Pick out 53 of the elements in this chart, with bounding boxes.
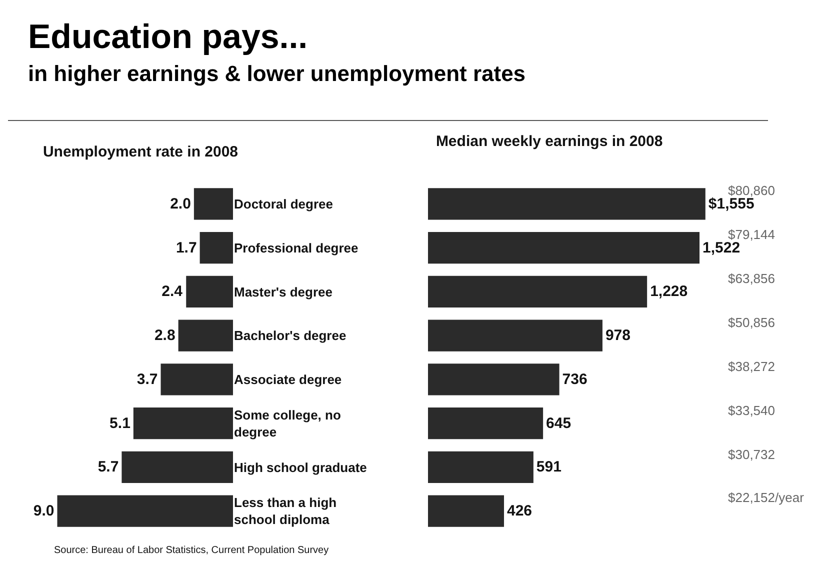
data-label: 736 bbox=[562, 370, 588, 388]
data-label: 1,522 bbox=[702, 239, 740, 256]
bar bbox=[428, 408, 544, 440]
bar bbox=[200, 232, 233, 264]
data-label: 978 bbox=[605, 327, 630, 344]
data-label: 645 bbox=[546, 414, 572, 432]
y-tick-label: Associate degree bbox=[234, 372, 342, 387]
x-axis-title: Unemployment rate in 2008 bbox=[42, 143, 238, 160]
source-note: Source: Bureau of Labor Statistics, Current Population Survey bbox=[54, 545, 329, 556]
data-label: 5.1 bbox=[110, 414, 130, 432]
bar bbox=[194, 188, 233, 220]
bar bbox=[428, 364, 560, 396]
data-label: 5.7 bbox=[98, 458, 119, 476]
data-label: 1,228 bbox=[650, 283, 688, 300]
text: $63,856 bbox=[728, 271, 775, 286]
data-label: 591 bbox=[536, 458, 562, 476]
y-tick-label: Professional degree bbox=[234, 240, 358, 256]
bar bbox=[428, 232, 700, 264]
bar bbox=[428, 276, 648, 308]
y-tick-label: Doctoral degree bbox=[234, 196, 333, 212]
text: $22,152/year bbox=[728, 490, 805, 505]
text: $79,144 bbox=[728, 227, 775, 242]
bar bbox=[160, 364, 233, 396]
bar bbox=[186, 276, 233, 308]
text: $38,272 bbox=[728, 359, 775, 374]
bar bbox=[133, 408, 233, 440]
data-label: 1.7 bbox=[176, 239, 197, 256]
bar bbox=[428, 188, 706, 220]
text: $50,856 bbox=[728, 315, 775, 330]
bar bbox=[57, 495, 233, 527]
data-label: 2.0 bbox=[170, 195, 191, 212]
data-label: $1,555 bbox=[708, 195, 754, 212]
data-label: 9.0 bbox=[33, 502, 54, 520]
chart-title: Median weekly earnings in 2008 bbox=[436, 133, 663, 150]
chart-subtitle: in higher earnings & lower unemployment rates bbox=[28, 61, 527, 87]
data-label: 2.8 bbox=[154, 327, 176, 344]
text: $80,860 bbox=[728, 183, 775, 198]
bar bbox=[178, 320, 233, 352]
y-tick-label: Bachelor's degree bbox=[234, 328, 346, 344]
text: $30,732 bbox=[728, 447, 775, 462]
y-tick-label: Less than a high school diploma bbox=[234, 495, 337, 528]
y-tick-label: High school graduate bbox=[234, 460, 367, 475]
data-label: 2.4 bbox=[162, 283, 184, 300]
bar bbox=[122, 451, 233, 483]
data-label: 3.7 bbox=[136, 370, 158, 388]
bar bbox=[428, 495, 504, 527]
bar bbox=[428, 451, 534, 483]
data-label: 426 bbox=[507, 502, 532, 520]
chart-title: Education pays... bbox=[28, 18, 309, 57]
y-tick-label: Master's degree bbox=[234, 284, 332, 300]
text: $33,540 bbox=[728, 403, 775, 418]
bar bbox=[428, 320, 602, 352]
y-tick-label: Some college, no degree bbox=[234, 407, 341, 440]
